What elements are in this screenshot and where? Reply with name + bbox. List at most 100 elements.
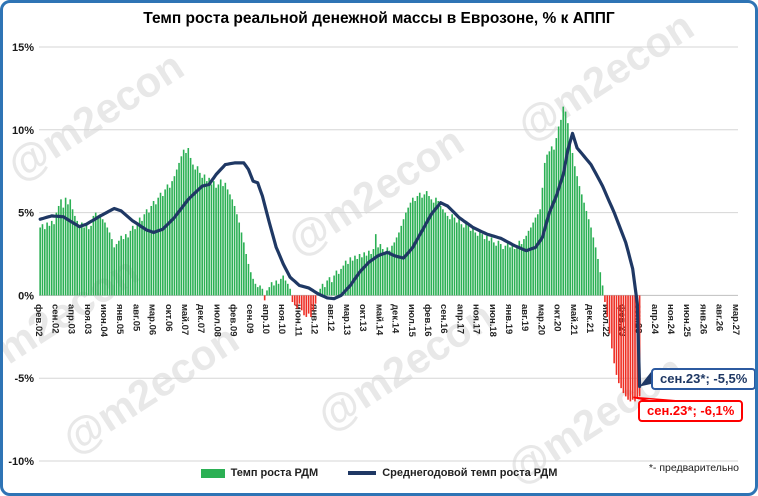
x-axis-tick-label: дек.21	[584, 304, 595, 334]
x-axis-tick-label: июн.04	[98, 304, 109, 338]
bar-positive	[166, 184, 169, 296]
y-axis-tick-label: 10%	[12, 125, 34, 137]
bar-positive	[273, 285, 275, 296]
bar-positive	[249, 272, 252, 296]
bar-positive	[465, 222, 467, 296]
bar-positive	[416, 196, 419, 296]
bar-positive	[553, 149, 555, 296]
bar-positive	[136, 222, 139, 296]
bar-positive	[587, 219, 590, 296]
bar-positive	[287, 283, 289, 296]
callout-bar-end: сен.23*; -6,1%	[638, 400, 744, 422]
x-axis-tick-label: янв.26	[697, 304, 708, 334]
bar-positive	[256, 287, 259, 296]
bar-positive	[48, 225, 51, 296]
plot-area: @m2econ@m2econ@m2econ@m2econ@m2econ @m2ec…	[3, 3, 741, 493]
bar-positive	[162, 196, 164, 296]
bar-positive	[520, 244, 523, 296]
bar-positive	[185, 152, 187, 296]
x-axis-tick-label: июн.18	[487, 304, 498, 337]
bar-positive	[90, 225, 92, 296]
bar-positive	[180, 156, 183, 296]
bar-positive	[474, 232, 477, 296]
bar-positive	[490, 237, 493, 296]
x-axis-tick-label: янв.12	[309, 304, 320, 334]
bar-positive	[150, 205, 153, 296]
bar-positive	[275, 280, 278, 296]
bar-positive	[453, 217, 456, 296]
watermark: @m2econ	[54, 315, 247, 463]
bar-negative	[611, 295, 613, 349]
bar-negative	[613, 295, 615, 364]
bar-positive	[439, 205, 442, 296]
bar-positive	[599, 272, 602, 296]
bar-positive	[576, 176, 578, 296]
bar-positive	[129, 230, 132, 296]
footnote: *- предварительно	[648, 462, 739, 474]
bar-positive	[377, 247, 379, 296]
bar-positive	[354, 255, 356, 296]
x-axis-tick-label: июл.08	[211, 304, 222, 337]
bar-positive	[328, 277, 331, 296]
bar-negative	[634, 295, 636, 402]
bar-positive	[594, 247, 597, 296]
bar-positive	[145, 209, 148, 296]
bar-positive	[321, 283, 324, 296]
bar-positive	[333, 275, 335, 296]
bar-positive	[527, 230, 530, 296]
bar-positive	[425, 191, 428, 296]
bar-positive	[210, 184, 213, 296]
bar-positive	[289, 288, 291, 296]
bar-positive	[379, 244, 382, 296]
bar-positive	[541, 187, 544, 296]
x-axis-tick-label: сен.02	[49, 304, 60, 334]
x-axis-tick-label: авг.19	[519, 304, 530, 331]
bar-positive	[83, 227, 85, 296]
bar-positive	[69, 199, 72, 296]
bar-positive	[418, 192, 421, 296]
bar-positive	[437, 201, 440, 296]
bar-positive	[539, 209, 541, 296]
bar-positive	[525, 235, 528, 296]
legend-item-bars: Темп роста РДМ	[200, 467, 318, 479]
bar-positive	[67, 204, 69, 296]
bar-positive	[187, 148, 190, 296]
bar-series-swatch	[200, 468, 225, 478]
bar-positive	[134, 229, 136, 296]
bar-positive	[57, 205, 60, 296]
bar-positive	[152, 201, 155, 296]
x-axis-tick-label: авг.12	[325, 304, 336, 331]
bar-positive	[108, 232, 111, 296]
bar-positive	[335, 270, 338, 296]
bar-positive	[319, 288, 322, 296]
bar-positive	[374, 234, 377, 296]
x-axis-tick-label: окт.20	[552, 304, 563, 332]
x-axis-tick-label: сен.16	[438, 304, 449, 334]
bar-positive	[449, 219, 451, 296]
bar-positive	[178, 162, 180, 296]
bar-negative	[305, 295, 308, 317]
bar-positive	[495, 245, 497, 296]
x-axis-tick-label: апр.17	[454, 304, 465, 334]
bar-positive	[386, 247, 389, 296]
bar-negative	[617, 295, 620, 384]
bar-positive	[87, 229, 90, 296]
bar-positive	[548, 151, 551, 296]
bar-positive	[493, 242, 495, 296]
bar-negative	[627, 295, 629, 400]
bar-negative	[608, 295, 611, 334]
bar-positive	[226, 189, 229, 296]
bar-negative	[291, 295, 294, 303]
average-line	[38, 131, 642, 389]
bar-negative	[624, 295, 627, 397]
bar-negative	[263, 295, 266, 301]
legend: Темп роста РДМ Среднегодовой темп роста …	[3, 467, 755, 479]
x-axis-tick-label: ноя.24	[665, 304, 676, 335]
bar-positive	[499, 244, 502, 296]
bar-positive	[455, 222, 458, 296]
bar-positive	[111, 239, 113, 296]
bar-positive	[229, 194, 231, 296]
bar-positive	[483, 239, 486, 296]
bar-positive	[365, 255, 368, 296]
bar-positive	[120, 235, 122, 296]
